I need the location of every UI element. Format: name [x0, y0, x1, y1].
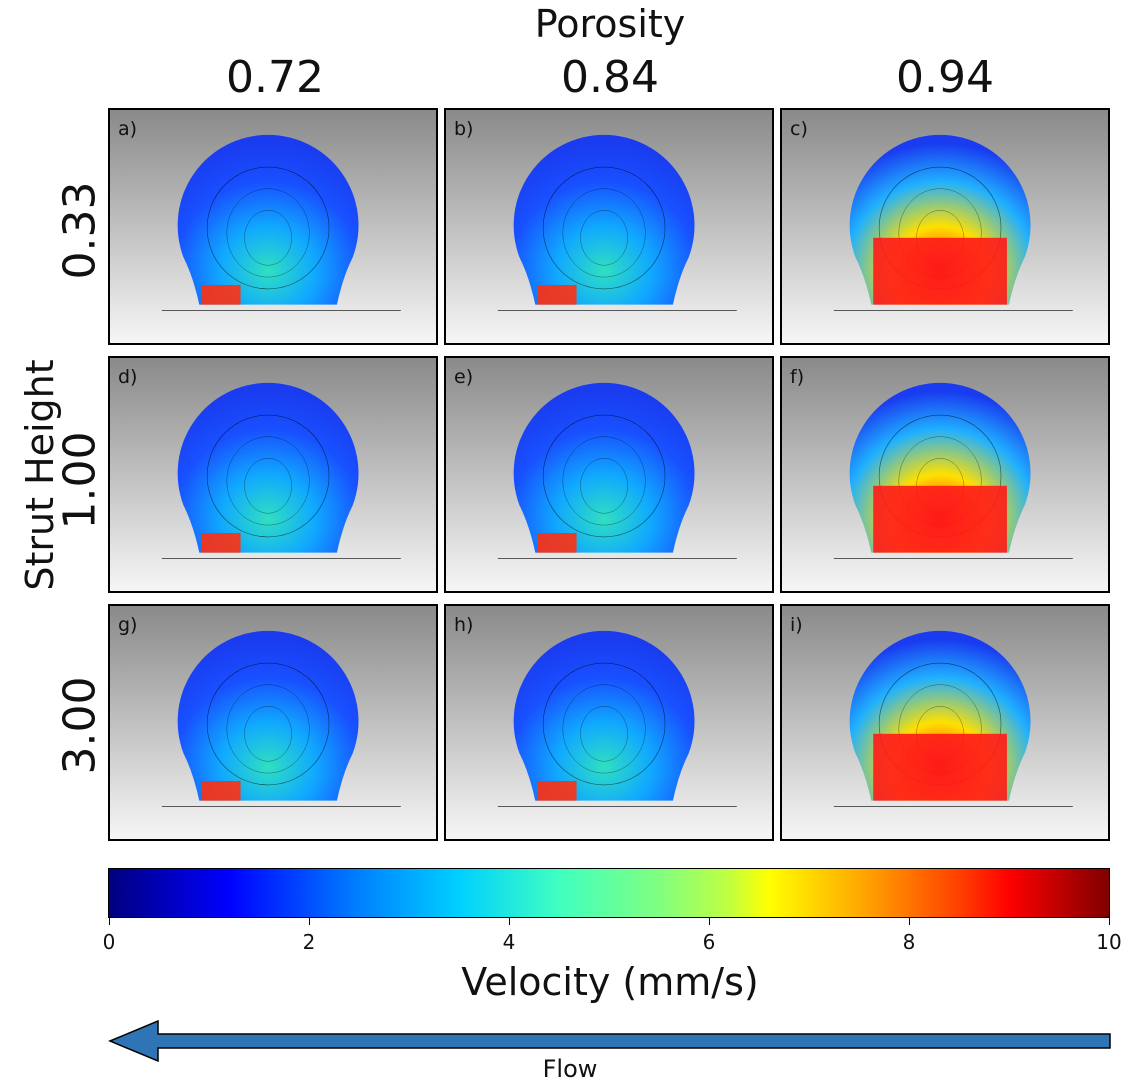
panel-letter: h) [454, 614, 474, 636]
simulation-panel: a) [108, 108, 438, 345]
row-label-3: 3.00 [54, 676, 106, 775]
panel-letter: b) [454, 118, 474, 140]
flow-arrow-icon [108, 1019, 1111, 1063]
panel-letter: i) [790, 614, 803, 636]
colorbar-tick-label: 0 [102, 930, 116, 954]
colorbar-tick [109, 918, 110, 925]
simulation-panel: d) [108, 356, 438, 593]
simulation-panel: b) [444, 108, 774, 345]
panel-letter: a) [118, 118, 138, 140]
simulation-panel: g) [108, 604, 438, 841]
colorbar-tick-label: 10 [1096, 930, 1122, 954]
colorbar-title: Velocity (mm/s) [461, 960, 759, 1004]
simulation-panel: i) [780, 604, 1110, 841]
column-label-2: 0.84 [561, 52, 659, 103]
panel-letter: c) [790, 118, 808, 140]
column-label-3: 0.94 [896, 52, 994, 103]
colorbar-tick [1109, 918, 1110, 925]
column-label-1: 0.72 [226, 52, 324, 103]
row-label-2: 1.00 [54, 431, 106, 530]
colorbar-tick-label: 4 [502, 930, 516, 954]
colorbar-tick [909, 918, 910, 925]
flow-label: Flow [542, 1055, 598, 1083]
porosity-title: Porosity [534, 2, 686, 46]
colorbar-tick [709, 918, 710, 925]
panel-letter: f) [790, 366, 805, 388]
simulation-panel: f) [780, 356, 1110, 593]
colorbar-tick-label: 2 [302, 930, 316, 954]
colorbar-tick-label: 8 [902, 930, 916, 954]
panel-letter: d) [118, 366, 138, 388]
row-label-1: 0.33 [54, 181, 106, 280]
panel-letter: e) [454, 366, 474, 388]
colorbar-tick [309, 918, 310, 925]
simulation-panel: h) [444, 604, 774, 841]
panel-letter: g) [118, 614, 138, 636]
colorbar-tick [509, 918, 510, 925]
colorbar-tick-label: 6 [702, 930, 716, 954]
simulation-panel: e) [444, 356, 774, 593]
simulation-panel: c) [780, 108, 1110, 345]
velocity-colorbar [108, 868, 1110, 918]
